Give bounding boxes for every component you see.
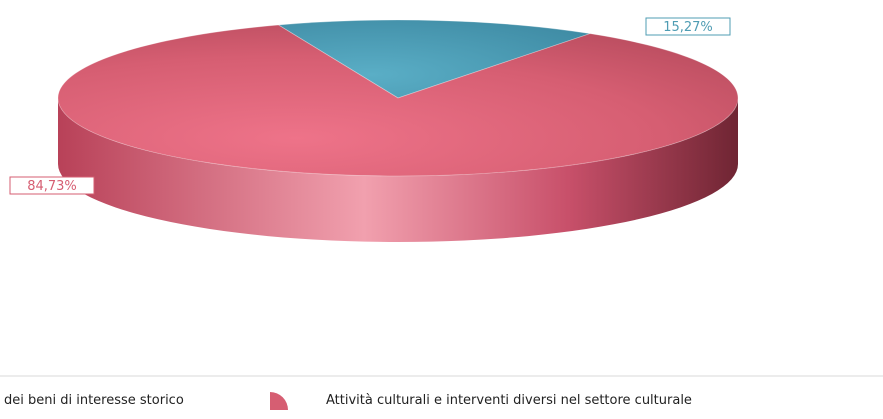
data-label-box-blue bbox=[645, 17, 731, 36]
legend-label-red: Attività culturali e interventi diversi … bbox=[326, 393, 692, 408]
pie-slice-red bbox=[57, 24, 739, 177]
pie-sides bbox=[58, 98, 738, 242]
legend-swatch-red bbox=[270, 392, 288, 410]
legend-label-blue: dei beni di interesse storico bbox=[4, 393, 184, 408]
data-label-box-red bbox=[9, 176, 95, 195]
data-label-blue: 15,27% bbox=[645, 17, 731, 36]
pie-tops bbox=[57, 19, 739, 177]
data-label-red: 84,73% bbox=[9, 176, 95, 195]
data-label-15-27: 15,27% bbox=[663, 20, 713, 35]
legend: dei beni di interesse storico Attività c… bbox=[0, 375, 883, 410]
pie-slice-blue bbox=[277, 19, 591, 99]
pie-side-red bbox=[58, 98, 738, 242]
data-label-84-73: 84,73% bbox=[27, 179, 77, 194]
